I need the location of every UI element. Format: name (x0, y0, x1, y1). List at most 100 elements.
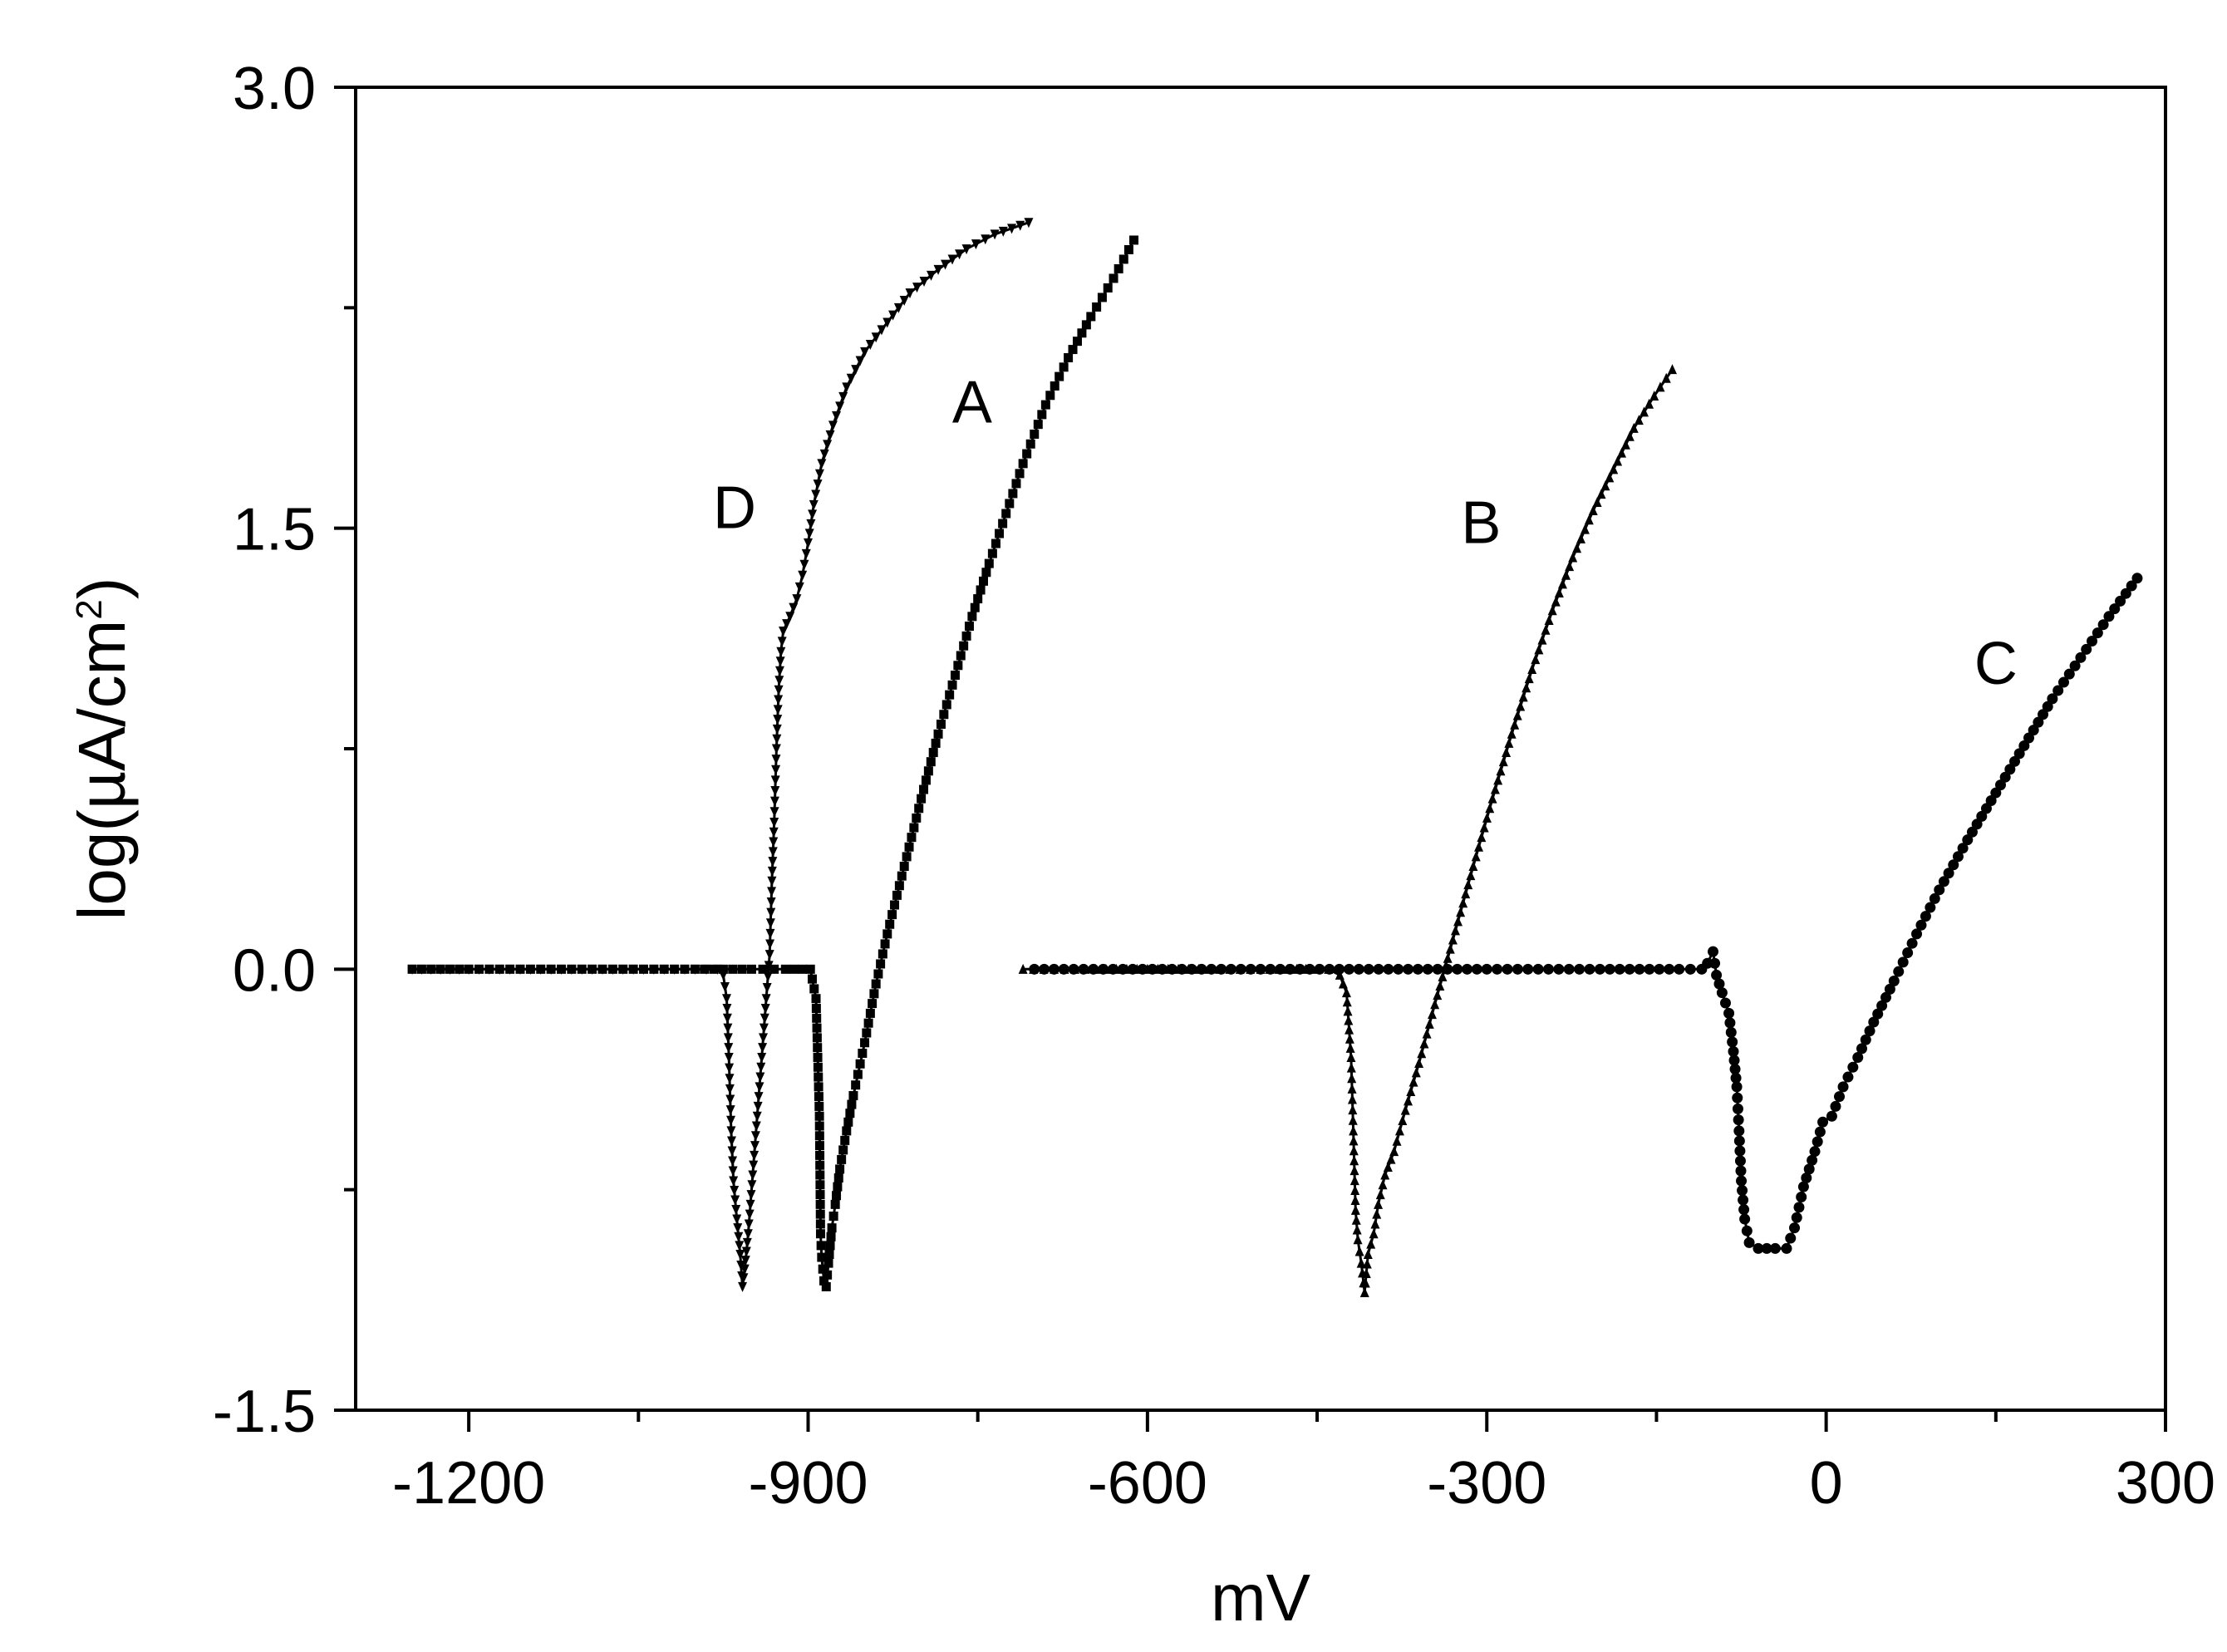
data-point (774, 676, 784, 686)
data-point (1344, 1015, 1354, 1025)
data-point (1868, 1016, 1880, 1028)
data-point (899, 295, 909, 306)
data-point (765, 928, 775, 939)
data-point (842, 382, 852, 393)
data-point (1605, 472, 1615, 483)
data-point (878, 949, 887, 959)
data-point (799, 559, 809, 570)
data-point (1147, 963, 1158, 975)
data-point (1729, 1064, 1741, 1075)
data-point (775, 656, 785, 667)
data-point (1781, 1242, 1792, 1254)
data-point (1468, 861, 1478, 872)
data-point (832, 1191, 842, 1201)
data-point (740, 1264, 750, 1275)
data-point (1127, 963, 1138, 975)
data-point (817, 459, 827, 470)
data-point (1363, 963, 1374, 975)
data-point (1624, 963, 1635, 975)
data-point (587, 964, 597, 975)
data-point (833, 1173, 843, 1183)
data-point (455, 964, 465, 975)
data-point (819, 1276, 829, 1286)
data-point (728, 1166, 738, 1177)
data-point (2013, 748, 2025, 760)
data-point (753, 1101, 763, 1112)
data-point (1419, 1038, 1429, 1049)
data-point (1346, 1062, 1356, 1073)
data-point (435, 964, 445, 975)
data-point (765, 939, 775, 950)
data-point (931, 738, 941, 748)
data-point (1906, 937, 1918, 949)
data-point (1015, 469, 1025, 479)
data-point (1522, 963, 1534, 975)
data-point (1352, 1224, 1362, 1235)
data-point (811, 994, 821, 1004)
data-point (1245, 963, 1256, 975)
data-point (815, 1209, 825, 1219)
data-point (794, 582, 804, 592)
data-point (1966, 826, 1978, 838)
data-point (813, 1062, 823, 1072)
data-point (1728, 1055, 1740, 1066)
data-point (1664, 963, 1675, 975)
data-point (725, 1074, 735, 1084)
data-point (750, 1141, 760, 1152)
data-point (814, 1141, 824, 1151)
data-point (1363, 1248, 1373, 1259)
y-tick-label: 3.0 (233, 56, 316, 122)
data-point (909, 823, 919, 833)
data-point (890, 900, 900, 910)
data-point (814, 1101, 824, 1111)
data-point (1479, 822, 1489, 833)
data-point (1563, 963, 1575, 975)
data-point (842, 1126, 852, 1136)
data-point (1349, 1135, 1359, 1146)
data-point (730, 1195, 740, 1206)
data-point (812, 1013, 822, 1023)
data-point (904, 842, 914, 852)
data-point (1999, 771, 2011, 783)
data-point (846, 373, 856, 384)
data-point (740, 1256, 750, 1266)
data-point (876, 959, 886, 969)
data-point (939, 710, 949, 720)
data-point (741, 1246, 751, 1257)
data-point (1565, 561, 1575, 572)
data-point (1667, 364, 1677, 375)
data-point (733, 1223, 743, 1234)
data-point (426, 964, 436, 975)
data-point (1345, 1024, 1354, 1035)
data-point (1807, 1154, 1818, 1166)
data-point (722, 1004, 732, 1015)
data-point (984, 558, 994, 568)
data-point (1534, 644, 1544, 655)
data-point (1481, 963, 1492, 975)
data-point (815, 1180, 825, 1190)
data-point (1554, 587, 1564, 597)
data-point (713, 964, 723, 975)
data-point (2081, 643, 2092, 655)
data-point (1373, 963, 1384, 975)
data-point (1711, 969, 1723, 981)
data-point (905, 288, 915, 299)
data-point (811, 489, 821, 500)
data-point (917, 794, 927, 804)
data-point (2075, 651, 2087, 663)
data-point (1644, 963, 1655, 975)
data-point (1743, 1237, 1755, 1248)
label-layer: A D B C (713, 369, 2018, 697)
y-axis-title-close: ) (65, 578, 139, 600)
data-point (1375, 1189, 1385, 1200)
data-point (816, 1241, 826, 1251)
data-point (1350, 1194, 1360, 1205)
data-point (577, 964, 587, 975)
data-point (893, 302, 903, 313)
data-point (2109, 603, 2121, 615)
data-point (1797, 1181, 1809, 1192)
data-point (728, 964, 738, 974)
data-point (727, 1146, 737, 1157)
data-point (771, 765, 781, 775)
data-point (464, 964, 474, 975)
